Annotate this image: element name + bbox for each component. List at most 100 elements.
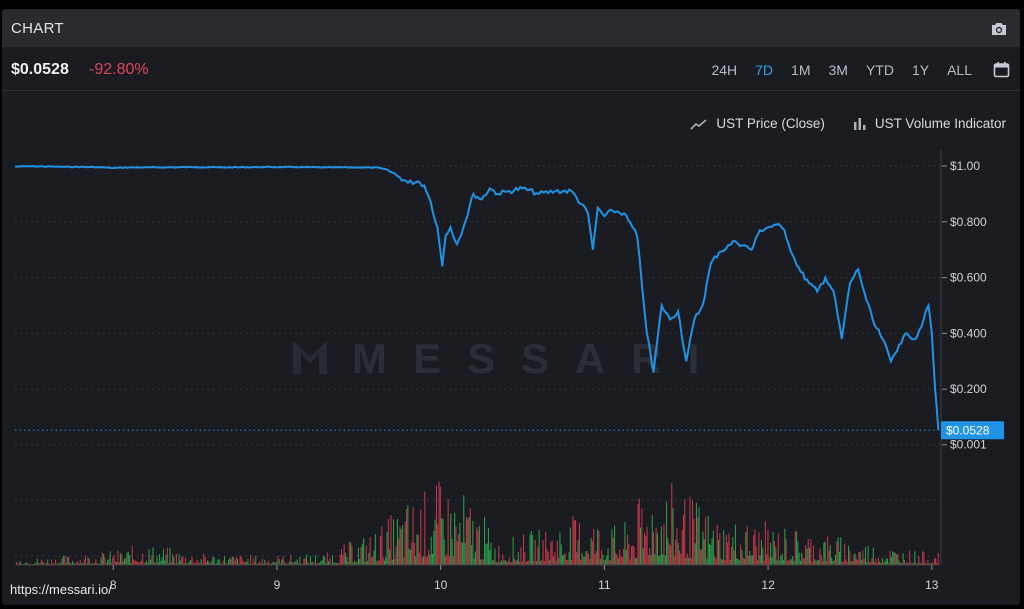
volume-bar <box>250 555 252 565</box>
volume-bar <box>209 563 211 565</box>
volume-bar <box>433 531 435 565</box>
y-tick-label: $0.200 <box>950 382 987 396</box>
volume-bar <box>529 534 531 565</box>
volume-bar <box>900 562 902 565</box>
volume-bar <box>161 557 163 565</box>
volume-bar <box>26 562 28 565</box>
volume-bar <box>634 557 636 565</box>
range-ytd[interactable]: YTD <box>865 62 894 78</box>
volume-bar <box>835 554 837 565</box>
volume-bar <box>740 544 742 565</box>
volume-bar <box>380 535 382 565</box>
volume-bar <box>549 559 551 565</box>
volume-bar <box>201 563 203 565</box>
volume-bar <box>758 532 760 565</box>
volume-bar <box>77 561 79 565</box>
volume-bar <box>563 554 565 565</box>
volume-bar <box>693 518 695 565</box>
volume-bar <box>69 562 71 565</box>
volume-bar <box>914 551 916 565</box>
volume-bar <box>646 526 648 565</box>
volume-bar <box>897 553 899 565</box>
volume-bar <box>350 542 352 565</box>
volume-bar <box>252 558 254 565</box>
volume-bar <box>274 563 276 565</box>
range-1m[interactable]: 1M <box>791 62 811 78</box>
volume-bar <box>399 526 401 565</box>
volume-bar <box>793 560 795 565</box>
volume-bar <box>207 560 209 565</box>
volume-bar <box>446 554 448 565</box>
volume-bar <box>130 563 132 565</box>
volume-bar <box>361 544 363 565</box>
volume-bar <box>805 545 807 565</box>
volume-bar <box>373 550 375 565</box>
range-3m[interactable]: 3M <box>828 62 848 78</box>
range-24h[interactable]: 24H <box>711 62 738 78</box>
volume-bar <box>861 560 863 565</box>
range-1y[interactable]: 1Y <box>911 62 930 78</box>
volume-bar <box>121 554 123 565</box>
volume-bar <box>259 561 261 565</box>
range-all[interactable]: ALL <box>947 62 972 78</box>
range-7d[interactable]: 7D <box>755 62 774 78</box>
volume-bar <box>224 556 226 565</box>
volume-bar <box>762 547 764 565</box>
current-price: $0.0528 <box>11 61 69 78</box>
volume-bar <box>692 500 694 565</box>
volume-bar <box>424 491 426 565</box>
volume-bar <box>216 563 218 565</box>
source-url[interactable]: https://messari.io/ <box>10 582 112 597</box>
volume-bar <box>135 560 137 565</box>
volume-bar <box>766 554 768 565</box>
volume-bar <box>75 562 77 565</box>
volume-bar <box>298 563 300 565</box>
volume-bar <box>550 542 552 565</box>
calendar-icon[interactable] <box>993 61 1010 78</box>
volume-bar <box>802 558 804 565</box>
volume-bar <box>803 558 805 565</box>
volume-bar <box>178 554 180 565</box>
volume-bar <box>784 528 786 565</box>
volume-bar <box>640 527 642 565</box>
volume-bar <box>591 541 593 565</box>
legend-price[interactable]: UST Price (Close) <box>690 116 825 131</box>
legend-volume[interactable]: UST Volume Indicator <box>853 116 1006 131</box>
volume-bar <box>623 548 625 565</box>
volume-bar <box>304 558 306 565</box>
volume-bar <box>403 557 405 565</box>
volume-bar <box>809 547 811 565</box>
camera-icon[interactable] <box>990 21 1008 37</box>
y-axis-ticks: $1.00 $0.800 $0.600 $0.400 $0.200 $0.001 <box>942 159 987 452</box>
volume-bar <box>129 555 131 565</box>
volume-bar <box>126 552 128 565</box>
volume-bar <box>511 562 513 565</box>
volume-bar <box>367 561 369 565</box>
volume-bar <box>842 562 844 565</box>
volume-bar <box>708 543 710 565</box>
volume-bar <box>714 556 716 565</box>
volume-bar <box>810 538 812 565</box>
volume-bar <box>83 559 85 565</box>
volume-bar <box>903 559 905 565</box>
volume-bar <box>247 558 249 565</box>
volume-bar <box>500 560 502 565</box>
volume-bar <box>82 563 84 565</box>
volume-bar <box>632 545 634 565</box>
volume-bar <box>706 558 708 565</box>
legend-price-label: UST Price (Close) <box>716 116 825 131</box>
volume-bar <box>814 559 816 565</box>
volume-bar <box>413 543 415 565</box>
volume-bar <box>391 559 393 565</box>
volume-bar <box>377 560 379 565</box>
volume-bar <box>273 561 275 565</box>
volume-bar <box>671 482 673 565</box>
x-tick-label: 8 <box>110 578 117 592</box>
volume-bar <box>47 559 49 565</box>
volume-bar <box>187 563 189 565</box>
volume-bar <box>556 540 558 565</box>
volume-bar <box>725 535 727 565</box>
volume-bar <box>750 555 752 565</box>
volume-bar <box>729 559 731 565</box>
volume-bar <box>313 563 315 565</box>
